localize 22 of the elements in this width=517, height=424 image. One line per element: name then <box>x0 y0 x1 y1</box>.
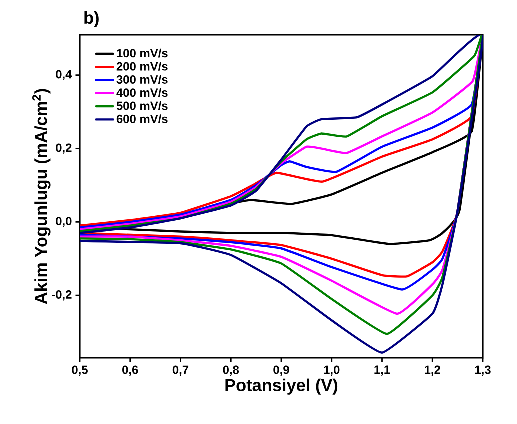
x-axis-title: Potansiyel (V) <box>226 378 338 395</box>
legend-label: 100 mV/s <box>117 48 168 58</box>
y-axis-title: Akim Yogunlugu (mA/cm$^{2}$) <box>32 89 51 304</box>
chart-title: b) <box>84 11 99 28</box>
y-tick-label: 0,0 <box>56 217 72 228</box>
x-tick-label: 0,8 <box>223 366 240 376</box>
legend-label: 600 mV/s <box>116 114 168 124</box>
y-tick-label: 0,4 <box>56 70 72 80</box>
x-tick-label: 0,9 <box>274 366 290 376</box>
x-tick-label: 0,7 <box>172 366 189 376</box>
legend-label: 300 mV/s <box>116 75 168 84</box>
x-tick-label: 1,3 <box>475 366 491 376</box>
x-tick-label: 0,6 <box>122 366 138 376</box>
y-tick-label: -0,2 <box>52 290 72 301</box>
x-tick-label: 1,0 <box>324 366 340 376</box>
legend-label: 200 mV/s <box>116 62 168 71</box>
legend-label: 500 mV/s <box>116 101 168 110</box>
legend-label: 400 mV/s <box>116 88 168 98</box>
x-tick-label: 0,5 <box>72 366 88 376</box>
y-tick-label: 0,2 <box>56 144 72 154</box>
x-tick-label: 1,1 <box>374 366 390 376</box>
x-tick-label: 1,2 <box>425 366 440 376</box>
